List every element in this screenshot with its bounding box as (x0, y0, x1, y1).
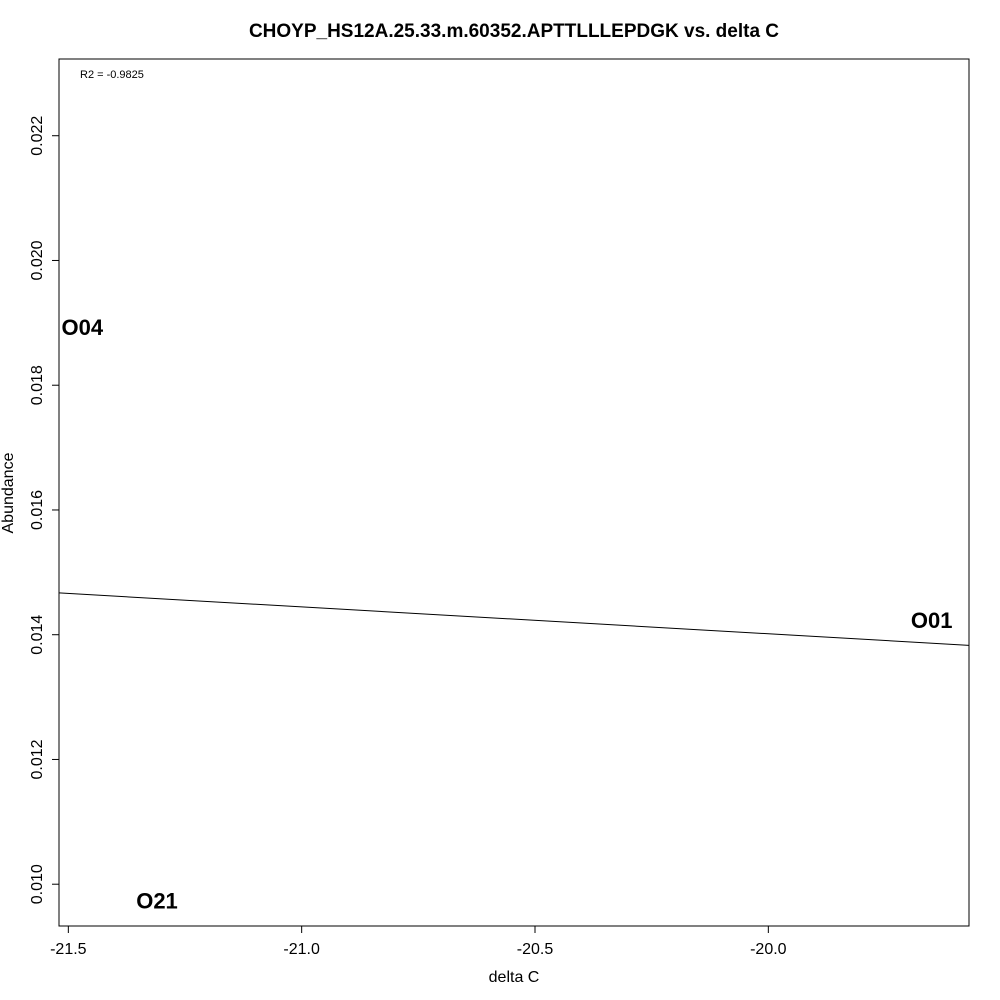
fit-line-group (58, 592, 970, 646)
y-tick-label: 0.016 (29, 490, 46, 530)
x-tick-label: -20.5 (517, 941, 554, 958)
regression-line (58, 592, 970, 646)
data-point-label-o01: O01 (911, 608, 953, 633)
x-axis-label: delta C (489, 969, 540, 986)
x-tick-label: -20.0 (750, 941, 787, 958)
y-axis: 0.010 0.012 0.014 0.016 0.018 0.020 0.022 (29, 116, 59, 904)
y-axis-label: Abundance (0, 452, 17, 533)
y-tick-label: 0.020 (29, 240, 46, 280)
point-labels-group: O04 O21 O01 (62, 315, 953, 914)
y-tick-label: 0.018 (29, 365, 46, 405)
plot-area-frame (58, 58, 970, 927)
y-tick-label: 0.022 (29, 116, 46, 156)
y-tick-label: 0.012 (29, 739, 46, 779)
x-tick-label: -21.5 (50, 941, 87, 958)
chart-title: CHOYP_HS12A.25.33.m.60352.APTTLLLEPDGK v… (249, 21, 779, 42)
y-tick-label: 0.010 (29, 864, 46, 904)
r2-annotation: R2 = -0.9825 (80, 69, 144, 81)
x-axis: -21.5 -21.0 -20.5 -20.0 (50, 926, 787, 958)
data-point-label-o21: O21 (136, 889, 178, 914)
x-tick-label: -21.0 (283, 941, 320, 958)
data-point-label-o04: O04 (62, 315, 104, 340)
y-tick-label: 0.014 (29, 615, 46, 655)
